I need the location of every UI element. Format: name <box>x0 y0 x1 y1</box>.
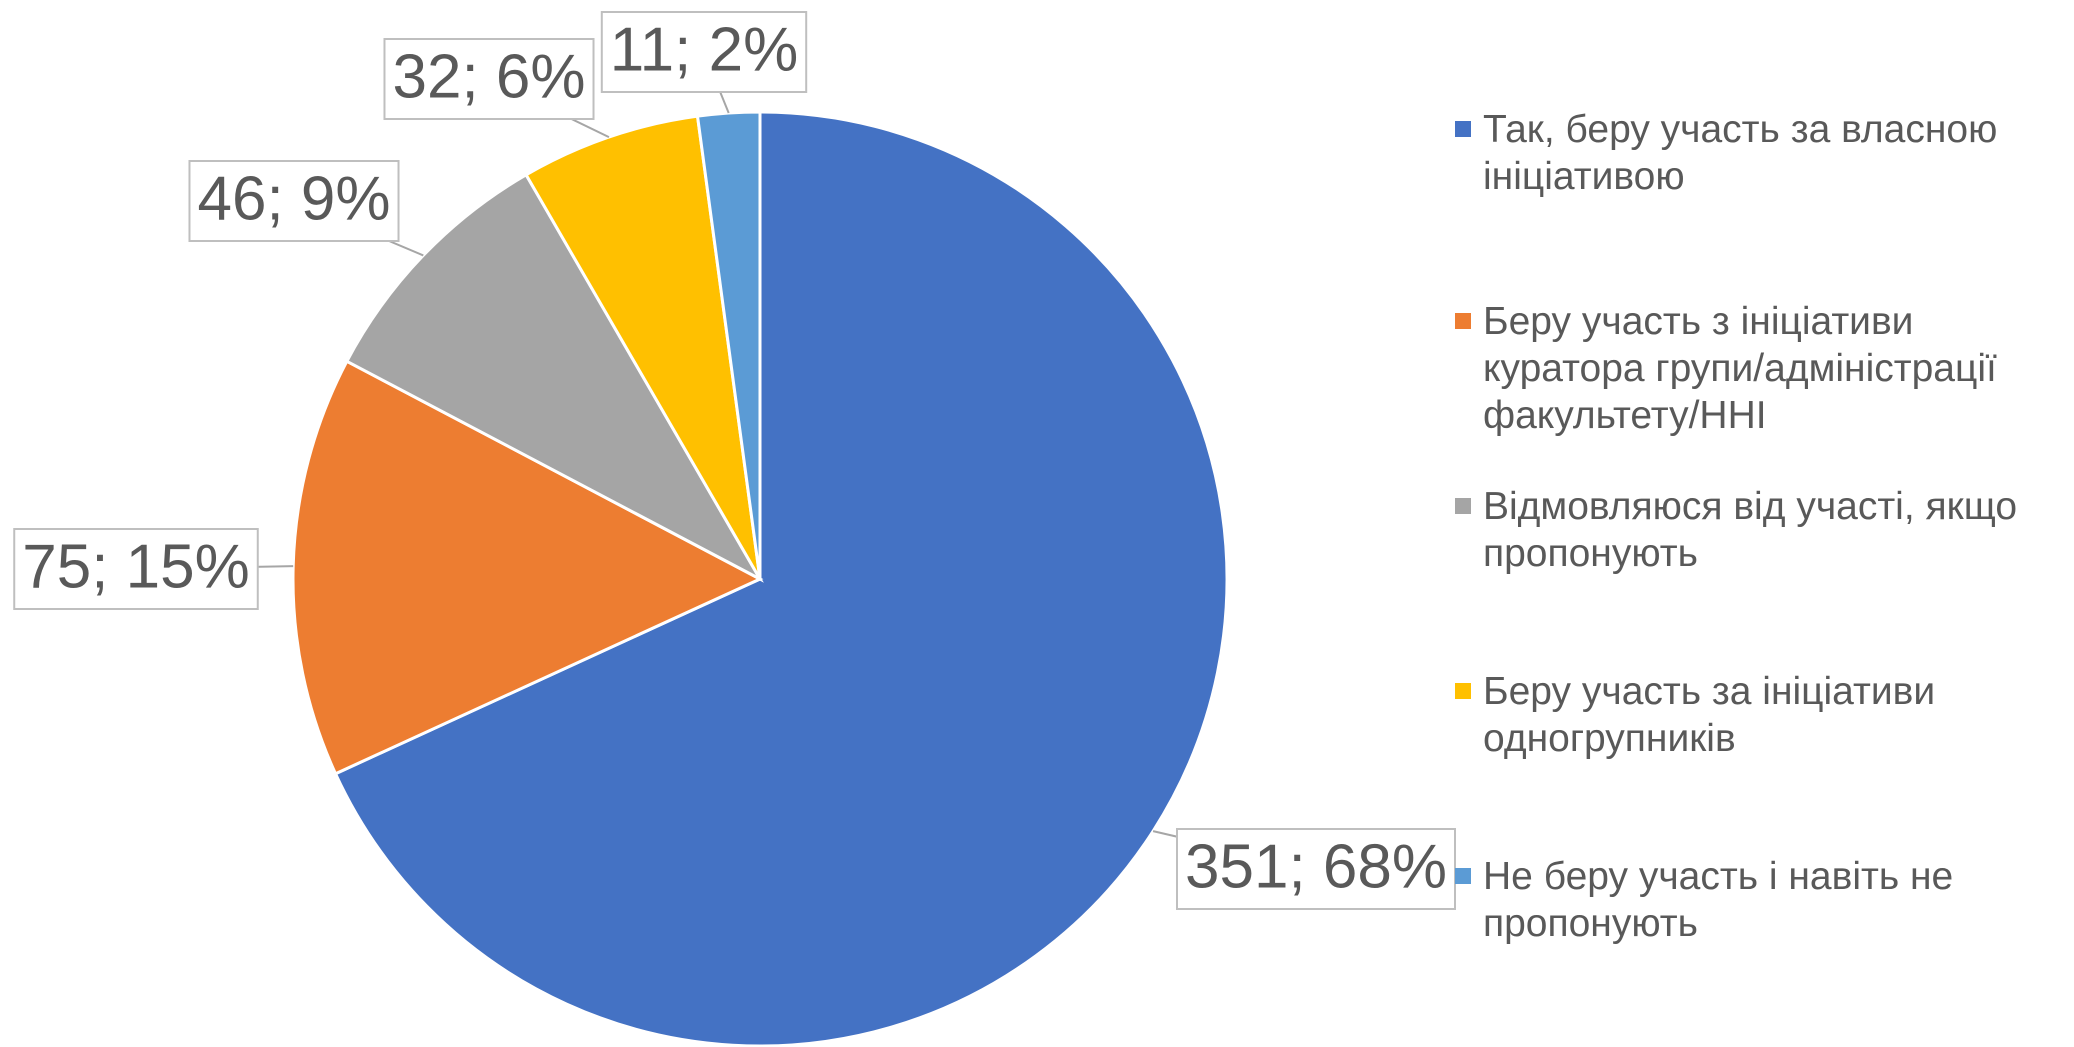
legend-label: Беру участь з ініціативи куратора групи/… <box>1483 300 1997 437</box>
data-label: 351; 68% <box>1185 832 1447 901</box>
pie-slice <box>524 114 762 580</box>
legend-label: Так, беру участь за власною ініціативою <box>1483 108 1998 198</box>
legend-label: Беру участь за ініціативи одногрупників <box>1483 670 1936 760</box>
pie-slice <box>333 110 1229 1047</box>
data-label: 46; 9% <box>197 164 390 233</box>
label-box <box>1176 828 1456 910</box>
legend-swatch <box>1455 868 1471 884</box>
label-box <box>600 11 808 93</box>
pie-slice <box>344 172 764 583</box>
legend-item: Не беру участь і навіть не пропонують <box>1455 853 2070 947</box>
legend-label: Відмовляюся від участі, якщо пропонують <box>1483 485 2018 575</box>
data-label: 32; 6% <box>392 42 585 111</box>
legend-item: Беру участь з ініціативи куратора групи/… <box>1455 298 2070 439</box>
legend-swatch <box>1455 313 1471 329</box>
legend-item: Відмовляюся від участі, якщо пропонують <box>1455 483 2070 577</box>
slices <box>291 110 1229 1047</box>
label-box <box>188 160 400 242</box>
label-box <box>383 38 595 120</box>
data-label: 11; 2% <box>610 15 798 84</box>
legend-swatch <box>1455 121 1471 137</box>
legend-label: Не беру участь і навіть не пропонують <box>1483 855 1954 945</box>
data-labels: 351; 68% 75; 15% 46; 9%32; 6% 11; 2% <box>13 11 1456 910</box>
legend-swatch <box>1455 498 1471 514</box>
legend-item: Так, беру участь за власною ініціативою <box>1455 106 2070 200</box>
data-label: 75; 15% <box>22 532 250 601</box>
label-box <box>13 528 259 610</box>
legend-swatch <box>1455 683 1471 699</box>
legend-item: Беру участь за ініціативи одногрупників <box>1455 668 2070 762</box>
